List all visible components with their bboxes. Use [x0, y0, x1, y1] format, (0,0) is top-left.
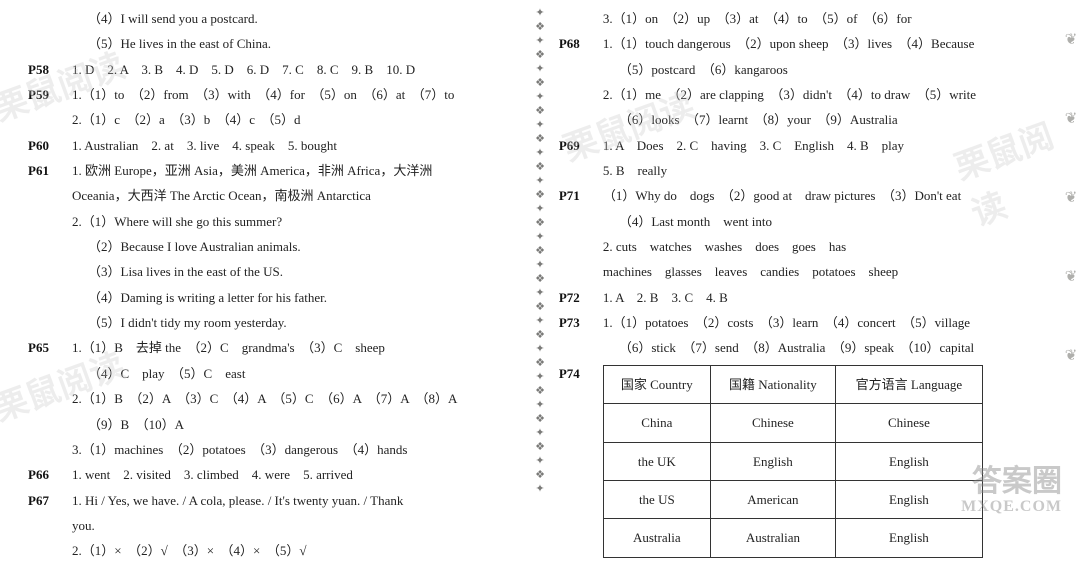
- answer-line: machines glasses leaves candies potatoes…: [559, 259, 1052, 284]
- table-cell: Australia: [603, 519, 710, 557]
- answer-line: 2.（1）me （2）are clapping （3）didn't （4）to …: [559, 82, 1052, 107]
- right-ornament: ❦❦❦❦❦: [1064, 0, 1078, 524]
- answer-line: 1. Hi / Yes, we have. / A cola, please. …: [72, 488, 521, 513]
- answer-line: （6）stick （7）send （8）Australia （9）speak （…: [559, 335, 1052, 360]
- table-cell: Chinese: [836, 404, 983, 442]
- answer-line: （5）postcard （6）kangaroos: [559, 57, 1052, 82]
- page-two-column: （4）I will send you a postcard. （5）He liv…: [0, 0, 1080, 524]
- page-ref: P58: [28, 57, 72, 82]
- table-row: the US American English: [603, 480, 982, 518]
- column-divider: ✦❖✦❖ ✦❖✦❖ ✦❖✦❖ ✦❖✦❖ ✦❖✦❖ ✦❖✦❖ ✦❖✦❖ ✦❖✦❖ …: [531, 6, 549, 518]
- answer-line: （1）Why do dogs （2）good at draw pictures …: [603, 183, 1052, 208]
- country-table: 国家 Country 国籍 Nationality 官方语言 Language …: [603, 365, 983, 558]
- page-ref: P72: [559, 285, 603, 310]
- table-header-row: 国家 Country 国籍 Nationality 官方语言 Language: [603, 365, 982, 403]
- page-ref: P65: [28, 335, 72, 360]
- answer-line: （2）Because I love Australian animals.: [28, 234, 521, 259]
- answer-line: 1.（1）B 去掉 the （2）C grandma's （3）C sheep: [72, 335, 521, 360]
- answer-line: （4）I will send you a postcard.: [28, 6, 521, 31]
- entry-p68: P68 1.（1）touch dangerous （2）upon sheep （…: [559, 31, 1052, 56]
- answer-line: 3.（1）machines （2）potatoes （3）dangerous （…: [28, 437, 521, 462]
- table-cell: China: [603, 404, 710, 442]
- entry-p66: P66 1. went 2. visited 3. climbed 4. wer…: [28, 462, 521, 487]
- entry-p69: P69 1. A Does 2. C having 3. C English 4…: [559, 133, 1052, 158]
- entry-p73: P73 1.（1）potatoes （2）costs （3）learn （4）c…: [559, 310, 1052, 335]
- page-ref: P68: [559, 31, 603, 56]
- entry-p60: P60 1. Australian 2. at 3. live 4. speak…: [28, 133, 521, 158]
- answer-line: 3.（1）on （2）up （3）at （4）to （5）of （6）for: [559, 6, 1052, 31]
- answer-line: 1.（1）to （2）from （3）with （4）for （5）on （6）…: [72, 82, 521, 107]
- page-ref: P73: [559, 310, 603, 335]
- table-cell: English: [836, 519, 983, 557]
- page-ref: P60: [28, 133, 72, 158]
- page-ref: P71: [559, 183, 603, 208]
- answer-line: （4）C play （5）C east: [28, 361, 521, 386]
- answer-line: 1. went 2. visited 3. climbed 4. were 5.…: [72, 462, 521, 487]
- entry-p72: P72 1. A 2. B 3. C 4. B: [559, 285, 1052, 310]
- entry-p67: P67 1. Hi / Yes, we have. / A cola, plea…: [28, 488, 521, 513]
- answer-line: 2.（1）× （2）√ （3）× （4）× （5）√: [28, 538, 521, 563]
- table-cell: English: [836, 442, 983, 480]
- page-ref: P66: [28, 462, 72, 487]
- answer-line: 1. D 2. A 3. B 4. D 5. D 6. D 7. C 8. C …: [72, 57, 521, 82]
- answer-line: （5）He lives in the east of China.: [28, 31, 521, 56]
- table-header: 国家 Country: [603, 365, 710, 403]
- table-cell: Chinese: [710, 404, 835, 442]
- answer-line: （4）Last month went into: [559, 209, 1052, 234]
- answer-line: （9）B （10）A: [28, 412, 521, 437]
- answer-line: 5. B really: [559, 158, 1052, 183]
- answer-line: （4）Daming is writing a letter for his fa…: [28, 285, 521, 310]
- table-row: the UK English English: [603, 442, 982, 480]
- table-cell: the UK: [603, 442, 710, 480]
- table-cell: the US: [603, 480, 710, 518]
- answer-line: 2. cuts watches washes does goes has: [559, 234, 1052, 259]
- table-header: 官方语言 Language: [836, 365, 983, 403]
- answer-line: （3）Lisa lives in the east of the US.: [28, 259, 521, 284]
- entry-p61: P61 1. 欧洲 Europe，亚洲 Asia，美洲 America，非洲 A…: [28, 158, 521, 183]
- answer-line: 1. 欧洲 Europe，亚洲 Asia，美洲 America，非洲 Afric…: [72, 158, 521, 183]
- table-row: Australia Australian English: [603, 519, 982, 557]
- table-row: China Chinese Chinese: [603, 404, 982, 442]
- table-cell: American: [710, 480, 835, 518]
- answer-line: （6）looks （7）learnt （8）your （9）Australia: [559, 107, 1052, 132]
- page-ref: P61: [28, 158, 72, 183]
- answer-line: 1. A 2. B 3. C 4. B: [603, 285, 1052, 310]
- answer-line: you.: [28, 513, 521, 538]
- right-column: 3.（1）on （2）up （3）at （4）to （5）of （6）for P…: [549, 6, 1062, 518]
- table-cell: Australian: [710, 519, 835, 557]
- table-cell: English: [710, 442, 835, 480]
- answer-line: Oceania，大西洋 The Arctic Ocean，南极洲 Antarct…: [28, 183, 521, 208]
- entry-p71: P71 （1）Why do dogs （2）good at draw pictu…: [559, 183, 1052, 208]
- page-ref: P74: [559, 361, 603, 558]
- answer-line: 2.（1）c （2）a （3）b （4）c （5）d: [28, 107, 521, 132]
- table-cell: English: [836, 480, 983, 518]
- answer-line: 2.（1）Where will she go this summer?: [28, 209, 521, 234]
- page-ref: P67: [28, 488, 72, 513]
- left-column: （4）I will send you a postcard. （5）He liv…: [18, 6, 531, 518]
- entry-p65: P65 1.（1）B 去掉 the （2）C grandma's （3）C sh…: [28, 335, 521, 360]
- entry-p59: P59 1.（1）to （2）from （3）with （4）for （5）on…: [28, 82, 521, 107]
- answer-line: （5）I didn't tidy my room yesterday.: [28, 310, 521, 335]
- answer-line: 1. Australian 2. at 3. live 4. speak 5. …: [72, 133, 521, 158]
- entry-p58: P58 1. D 2. A 3. B 4. D 5. D 6. D 7. C 8…: [28, 57, 521, 82]
- table-header: 国籍 Nationality: [710, 365, 835, 403]
- answer-line: 1.（1）potatoes （2）costs （3）learn （4）conce…: [603, 310, 1052, 335]
- page-ref: P69: [559, 133, 603, 158]
- entry-p74: P74 国家 Country 国籍 Nationality 官方语言 Langu…: [559, 361, 1052, 558]
- table-wrapper: 国家 Country 国籍 Nationality 官方语言 Language …: [603, 361, 1052, 558]
- answer-line: 1.（1）touch dangerous （2）upon sheep （3）li…: [603, 31, 1052, 56]
- answer-line: 2.（1）B （2）A （3）C （4）A （5）C （6）A （7）A （8）…: [28, 386, 521, 411]
- page-ref: P59: [28, 82, 72, 107]
- answer-line: 1. A Does 2. C having 3. C English 4. B …: [603, 133, 1052, 158]
